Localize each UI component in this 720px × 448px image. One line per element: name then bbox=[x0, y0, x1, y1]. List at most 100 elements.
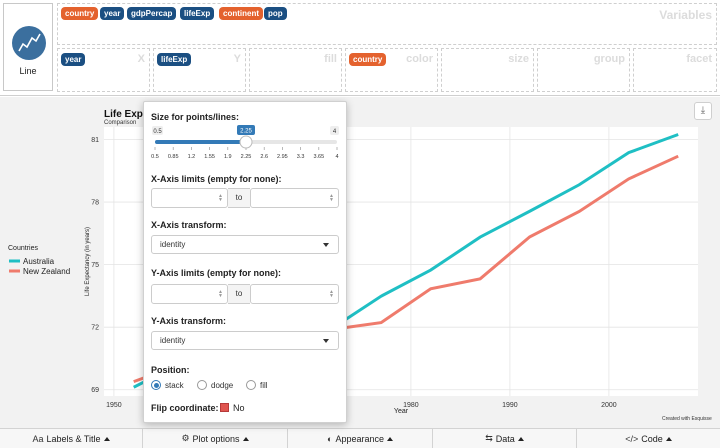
dropzone-x-label: X bbox=[137, 53, 145, 65]
flip-coordinate-value: No bbox=[233, 403, 245, 413]
y-transform-select[interactable]: identity bbox=[151, 331, 339, 350]
dropzone-color[interactable]: color country bbox=[345, 48, 438, 92]
variable-pill-gdppercap[interactable]: gdpPercap bbox=[127, 7, 177, 20]
slider-min-badge bbox=[152, 126, 163, 135]
legend-entry: Australia bbox=[23, 257, 55, 266]
position-label: Position: bbox=[151, 365, 190, 375]
variables-zone[interactable]: Variables country year gdpPercap lifeExp… bbox=[57, 3, 717, 45]
dropzone-fill-label: fill bbox=[324, 53, 337, 65]
slider-tick-label: 3.3 bbox=[297, 154, 305, 160]
slider-tick-label: 0.5 bbox=[151, 154, 159, 160]
labels-title-label: Labels & Title bbox=[46, 433, 101, 444]
line-chart: 1950196019701980199020006972757881YearLi… bbox=[8, 127, 698, 415]
slider-handle[interactable] bbox=[239, 135, 253, 149]
plot-title: Life Exp bbox=[104, 109, 143, 120]
slider-value-label: 2.25 bbox=[240, 129, 252, 135]
caret-up-icon bbox=[103, 436, 110, 441]
caret-up-icon bbox=[517, 436, 524, 441]
flip-coordinate-label: Flip coordinate: bbox=[151, 403, 219, 413]
dropzone-x[interactable]: X year bbox=[57, 48, 150, 92]
dropzone-fill[interactable]: fill bbox=[249, 48, 342, 92]
x-limit-max-input[interactable]: ▲ ▼ bbox=[250, 188, 339, 208]
x-tick-label: 1950 bbox=[106, 402, 122, 409]
position-radio-stack[interactable]: stack bbox=[151, 380, 184, 390]
y-limit-to-label: to bbox=[228, 284, 250, 304]
dropzone-size-label: size bbox=[508, 53, 529, 65]
slider-tick-label: 1.55 bbox=[204, 154, 215, 160]
appearance-button[interactable]: ◐ Appearance bbox=[288, 429, 433, 448]
geom-label: Line bbox=[19, 66, 37, 76]
download-button[interactable]: ⤓ bbox=[694, 102, 712, 120]
y-limits-label: Y-Axis limits (empty for none): bbox=[151, 268, 282, 278]
variable-pill-continent[interactable]: continent bbox=[219, 7, 263, 20]
position-radio-fill[interactable]: fill bbox=[246, 380, 268, 390]
slider-tick-label: 2.25 bbox=[241, 154, 252, 160]
y-limit-min-input[interactable]: ▲ ▼ bbox=[151, 284, 228, 304]
palette-icon: ◐ bbox=[327, 433, 333, 444]
slider-fill bbox=[155, 140, 246, 144]
plot-options-popover: Size for points/lines: 0.5 4 2.25 0.5 0.8… bbox=[143, 101, 347, 423]
x-tick-label: 1980 bbox=[403, 402, 419, 409]
x-limit-to-label: to bbox=[228, 188, 250, 208]
slider-ticks: 0.5 0.85 1.2 1.55 1.9 2.25 2.6 2.95 3.3 3.65 4 bbox=[151, 147, 339, 160]
slider-value-badge bbox=[237, 125, 255, 135]
spinner-icon: ▲ ▼ bbox=[218, 289, 223, 299]
dropzone-y-label: Y bbox=[233, 53, 241, 65]
dropzone-facet[interactable]: facet bbox=[633, 48, 717, 92]
legend-entry: New Zealand bbox=[23, 267, 70, 276]
slider-max-label: 4 bbox=[333, 129, 337, 135]
x-transform-label: X-Axis transform: bbox=[151, 220, 227, 230]
x-transform-select[interactable]: identity bbox=[151, 235, 339, 254]
dropzone-facet-label: facet bbox=[686, 53, 712, 65]
variables-zone-label: Variables bbox=[659, 8, 712, 22]
caret-up-icon bbox=[665, 436, 672, 441]
download-icon: ⤓ bbox=[700, 105, 706, 116]
radio-unselected-icon bbox=[197, 380, 207, 390]
plot-options-button[interactable]: ⚙ Plot options bbox=[143, 429, 288, 448]
x-transform-value: identity bbox=[160, 240, 186, 249]
position-dodge-label: dodge bbox=[211, 380, 234, 390]
code-label: Code bbox=[641, 433, 663, 444]
variable-pill-year[interactable]: year bbox=[100, 7, 125, 20]
dropzone-size[interactable]: size bbox=[441, 48, 534, 92]
plot-area: 1950196019701980199020006972757881YearLi… bbox=[0, 97, 720, 428]
plot-options-label: Plot options bbox=[192, 433, 240, 444]
dropzone-y-pill[interactable]: lifeExp bbox=[157, 53, 192, 66]
variable-pill-country[interactable]: country bbox=[61, 7, 99, 20]
data-label: Data bbox=[495, 433, 515, 444]
size-slider[interactable]: 0.5 4 2.25 0.5 0.85 1.2 1.55 1.9 2.25 2.6 2.95 3… bbox=[144, 122, 348, 162]
spinner-icon: ▲ ▼ bbox=[218, 193, 223, 203]
dropzone-group[interactable]: group bbox=[537, 48, 630, 92]
slider-tick-label: 2.95 bbox=[277, 154, 288, 160]
text-icon: Aa bbox=[32, 433, 44, 444]
dropzone-y[interactable]: Y lifeExp bbox=[153, 48, 246, 92]
caret-up-icon bbox=[242, 436, 249, 441]
dropzone-x-pill[interactable]: year bbox=[61, 53, 86, 66]
flip-coordinate-toggle[interactable] bbox=[220, 403, 229, 412]
slider-tick-label: 3.65 bbox=[313, 154, 324, 160]
geom-selector[interactable]: Line bbox=[3, 3, 53, 91]
slider-min-label: 0.5 bbox=[153, 129, 162, 135]
x-axis-label: Year bbox=[394, 408, 409, 415]
plot-subtitle: Comparison bbox=[104, 120, 137, 126]
variable-pill-pop[interactable]: pop bbox=[264, 7, 287, 20]
slider-tick-label: 0.85 bbox=[168, 154, 179, 160]
code-button[interactable]: </> Code bbox=[577, 429, 720, 448]
y-axis-label: Life Expectancy (in years) bbox=[85, 227, 91, 296]
radio-unselected-icon bbox=[246, 380, 256, 390]
dropzone-group-label: group bbox=[593, 53, 625, 65]
bottom-toolbar: Aa Labels & Title ⚙ Plot options ◐ Appea… bbox=[0, 428, 720, 448]
position-radio-dodge[interactable]: dodge bbox=[197, 380, 233, 390]
y-tick-label: 69 bbox=[91, 387, 99, 394]
x-limit-min-input[interactable]: ▲ ▼ bbox=[151, 188, 228, 208]
top-panel: Line Variables country year gdpPercap li… bbox=[0, 0, 720, 96]
y-transform-label: Y-Axis transform: bbox=[151, 316, 227, 326]
x-limits-label: X-Axis limits (empty for none): bbox=[151, 174, 282, 184]
y-limit-max-input[interactable]: ▲ ▼ bbox=[250, 284, 339, 304]
dropzone-color-pill[interactable]: country bbox=[349, 53, 387, 66]
variable-pill-lifeexp[interactable]: lifeExp bbox=[180, 7, 215, 20]
slider-tick-label: 1.9 bbox=[224, 154, 232, 160]
data-button[interactable]: ⇆ Data bbox=[433, 429, 577, 448]
labels-title-button[interactable]: Aa Labels & Title bbox=[0, 429, 143, 448]
